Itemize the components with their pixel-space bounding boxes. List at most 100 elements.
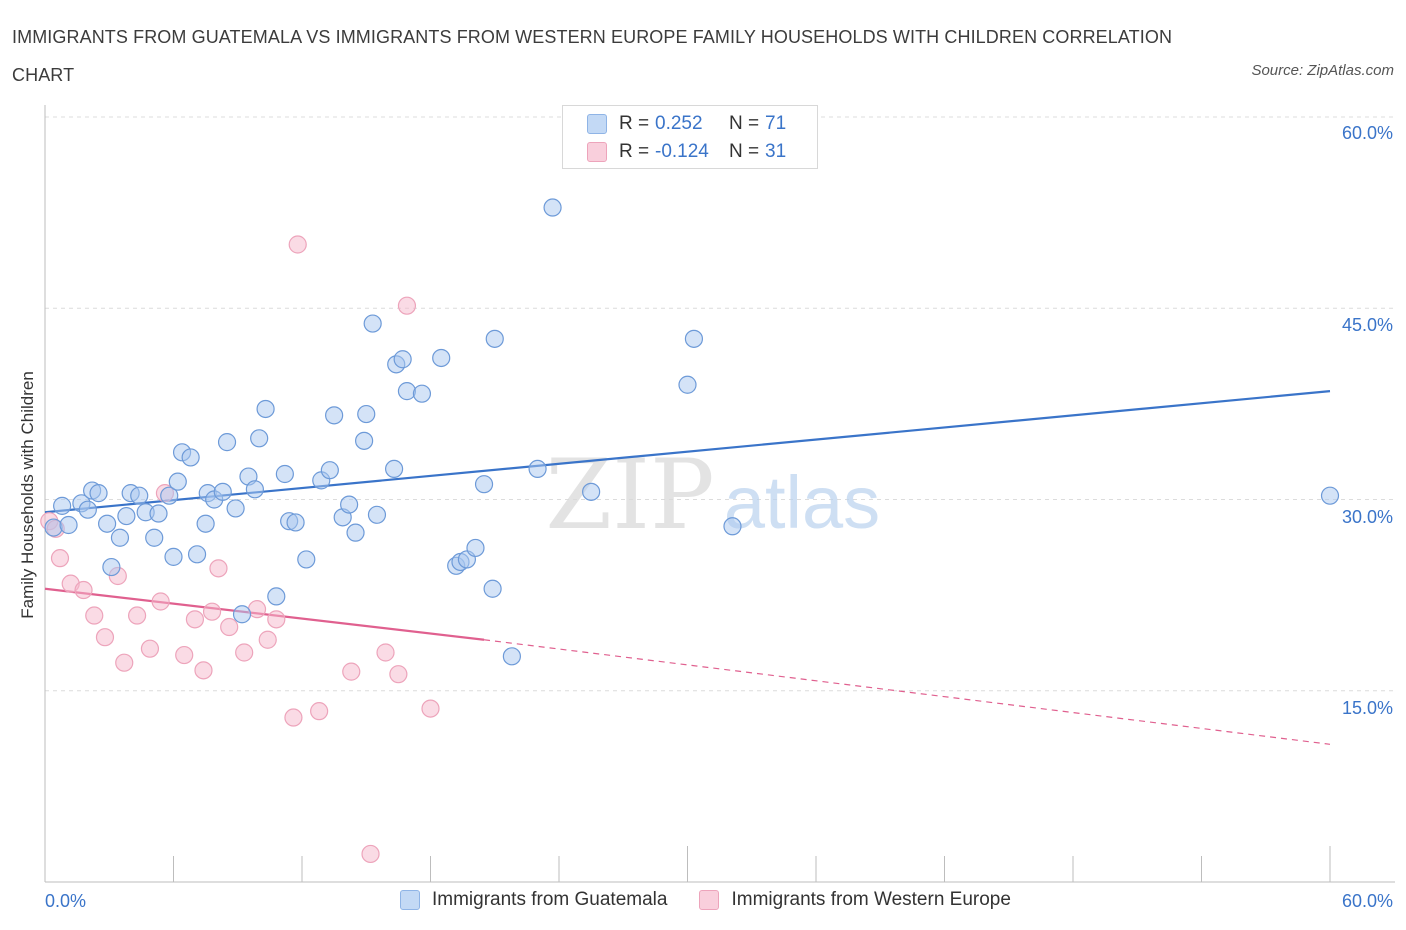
point-western-europe — [140, 639, 160, 658]
watermark-zip: ZIP — [545, 439, 714, 551]
point-guatemala — [117, 506, 136, 526]
x-tick-label-60: 60.0% — [1341, 891, 1393, 911]
point-guatemala — [397, 382, 417, 401]
point-western-europe — [421, 699, 440, 718]
point-guatemala — [164, 547, 183, 566]
legend-r-value: 0.252 — [655, 113, 703, 134]
legend-item-western-europe[interactable]: Immigrants from Western Europe — [699, 889, 1011, 911]
point-guatemala — [363, 314, 382, 333]
legend-r-value: -0.124 — [655, 141, 709, 162]
point-guatemala — [355, 431, 374, 450]
point-guatemala — [483, 579, 502, 598]
point-guatemala — [543, 198, 562, 217]
point-guatemala — [145, 528, 164, 547]
point-guatemala — [384, 459, 404, 478]
legend-n-value: 71 — [765, 113, 787, 134]
legend-n-value: 31 — [765, 141, 787, 162]
point-guatemala — [102, 557, 121, 577]
point-guatemala — [98, 514, 117, 533]
y-tick-label-30: 30.0% — [1341, 507, 1393, 527]
legend-row-guatemala: R = 0.252 N = 71 — [587, 112, 786, 136]
point-guatemala — [168, 472, 187, 491]
point-guatemala — [232, 605, 252, 624]
point-western-europe — [151, 592, 170, 611]
axes — [44, 105, 1395, 883]
y-tick-label-15: 15.0% — [1341, 698, 1393, 718]
y-axis-label: Family Households with Children — [18, 371, 37, 619]
point-western-europe — [258, 630, 277, 649]
legend-r-label: R = — [619, 113, 650, 134]
legend-swatch-blue — [587, 114, 607, 134]
point-guatemala — [393, 350, 412, 369]
point-western-europe — [288, 235, 307, 254]
point-western-europe — [95, 628, 115, 647]
point-western-europe — [185, 610, 205, 629]
legend-swatch-pink — [587, 142, 607, 162]
point-guatemala — [245, 480, 264, 499]
point-guatemala — [367, 505, 387, 524]
point-guatemala — [226, 499, 245, 518]
legend-swatch-pink — [699, 890, 720, 910]
point-guatemala — [275, 464, 294, 484]
point-western-europe — [310, 702, 329, 721]
source-label: Source: ZipAtlas.com — [1251, 62, 1394, 79]
point-guatemala — [485, 329, 504, 348]
point-guatemala — [502, 647, 521, 666]
point-western-europe — [389, 665, 408, 684]
stats-legend: R = 0.252 N = 71 R = -0.124 N = 31 — [562, 105, 818, 169]
point-guatemala — [582, 482, 601, 501]
point-guatemala — [256, 399, 275, 419]
point-guatemala — [130, 486, 149, 505]
point-guatemala — [320, 461, 339, 480]
x-tick-label-0: 0.0% — [45, 891, 87, 911]
point-western-europe — [361, 844, 380, 864]
point-guatemala — [59, 515, 78, 535]
series-legend: Immigrants from Guatemala Immigrants fro… — [400, 889, 1043, 911]
point-guatemala — [110, 528, 130, 547]
point-western-europe — [342, 662, 361, 681]
point-western-europe — [202, 602, 222, 621]
point-western-europe — [74, 580, 93, 600]
point-guatemala — [78, 500, 97, 519]
point-guatemala — [340, 495, 359, 514]
point-western-europe — [220, 617, 239, 637]
point-guatemala — [196, 514, 215, 533]
legend-label-guatemala: Immigrants from Guatemala — [432, 889, 668, 910]
point-guatemala — [267, 587, 286, 606]
chart-title: IMMIGRANTS FROM GUATEMALA VS IMMIGRANTS … — [12, 27, 1173, 85]
point-guatemala — [678, 375, 697, 394]
data-points — [40, 198, 1340, 864]
point-guatemala — [1320, 486, 1340, 505]
point-guatemala — [474, 475, 494, 494]
point-western-europe — [397, 296, 417, 315]
point-guatemala — [187, 545, 207, 564]
point-western-europe — [175, 645, 194, 665]
legend-item-guatemala[interactable]: Immigrants from Guatemala — [400, 889, 667, 911]
point-guatemala — [684, 329, 704, 348]
point-guatemala — [432, 348, 451, 368]
point-guatemala — [528, 459, 547, 478]
point-guatemala — [723, 517, 742, 536]
legend-n-label: N = — [729, 113, 760, 134]
point-guatemala — [181, 448, 200, 467]
point-guatemala — [213, 482, 232, 501]
point-guatemala — [412, 384, 432, 403]
point-western-europe — [115, 653, 134, 672]
point-guatemala — [44, 518, 63, 537]
point-western-europe — [50, 549, 70, 568]
point-western-europe — [267, 610, 286, 629]
point-western-europe — [194, 661, 213, 680]
point-guatemala — [53, 496, 72, 515]
legend-n-label: N = — [729, 141, 760, 162]
watermark-atlas: atlas — [724, 461, 880, 544]
point-western-europe — [235, 643, 254, 662]
point-guatemala — [217, 433, 237, 452]
y-tick-label-60: 60.0% — [1341, 123, 1393, 143]
point-guatemala — [250, 429, 269, 448]
point-western-europe — [127, 606, 147, 625]
point-western-europe — [85, 606, 104, 625]
legend-r-label: R = — [619, 141, 650, 162]
point-guatemala — [286, 513, 305, 532]
point-western-europe — [376, 643, 395, 662]
